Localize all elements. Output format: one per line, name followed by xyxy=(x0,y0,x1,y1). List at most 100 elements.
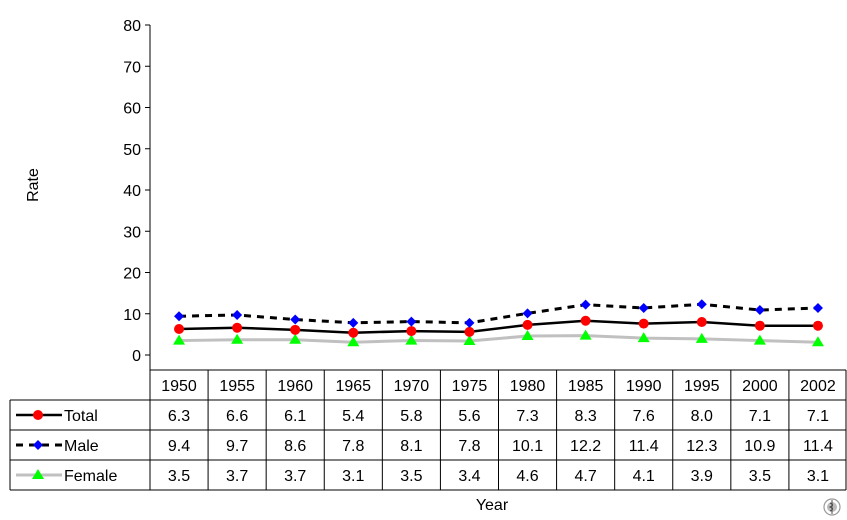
x-tick-label: 1985 xyxy=(568,378,604,395)
data-label: 8.0 xyxy=(691,408,713,425)
data-label: 3.5 xyxy=(400,468,422,485)
y-tick-label: 50 xyxy=(123,142,141,159)
legend-key-marker xyxy=(32,469,44,479)
data-point-marker xyxy=(580,315,591,326)
x-tick-label: 1975 xyxy=(452,378,488,395)
x-tick-label: 1995 xyxy=(684,378,720,395)
data-label: 8.6 xyxy=(284,438,306,455)
data-point-marker xyxy=(637,332,650,343)
series-line-male xyxy=(179,302,819,325)
y-tick-label: 20 xyxy=(123,266,141,283)
data-label: 3.1 xyxy=(807,468,829,485)
data-point-marker xyxy=(695,332,708,343)
data-label: 7.3 xyxy=(516,408,538,425)
data-label: 11.4 xyxy=(803,438,833,455)
data-point-marker xyxy=(289,333,302,344)
data-point-marker xyxy=(754,320,765,331)
data-point-marker xyxy=(522,319,533,330)
data-point-marker xyxy=(173,334,186,345)
data-label: 9.4 xyxy=(168,438,190,455)
x-tick-label: 2000 xyxy=(742,378,778,395)
data-label: 6.6 xyxy=(226,408,248,425)
series-line-female xyxy=(179,334,819,344)
data-point-marker xyxy=(638,318,649,329)
data-table: 1950 1955 1960 1965 1970 1975 1980 1985 1990 1995… xyxy=(9,355,847,491)
data-label: 4.7 xyxy=(575,468,597,485)
x-tick-label: 1990 xyxy=(626,378,662,395)
data-point-marker xyxy=(463,334,476,345)
data-label: 4.1 xyxy=(633,468,655,485)
legend-label: Total xyxy=(64,408,98,425)
data-label: 12.3 xyxy=(686,438,717,455)
x-tick-label: 1980 xyxy=(510,378,546,395)
y-tick-label: 70 xyxy=(123,59,141,76)
data-label: 5.8 xyxy=(400,408,422,425)
data-point-marker xyxy=(348,317,359,328)
data-point-marker xyxy=(579,329,592,340)
x-tick-label: 1970 xyxy=(394,378,430,395)
data-label: 3.7 xyxy=(226,468,248,485)
series-line-total xyxy=(179,319,818,334)
data-point-marker xyxy=(812,320,823,331)
data-label: 9.7 xyxy=(226,438,248,455)
data-label: 7.8 xyxy=(342,438,364,455)
data-label: 5.4 xyxy=(342,408,364,425)
data-point-marker xyxy=(580,299,591,310)
data-point-marker xyxy=(232,309,243,320)
plot-series xyxy=(173,299,824,347)
x-tick-label: 2002 xyxy=(800,378,836,395)
data-label: 7.1 xyxy=(807,408,829,425)
data-label: 5.6 xyxy=(458,408,480,425)
x-tick-label: 1965 xyxy=(335,378,371,395)
x-axis-title: Year xyxy=(476,497,509,514)
data-point-marker xyxy=(232,322,243,333)
data-point-marker xyxy=(521,330,534,341)
data-label: 10.1 xyxy=(512,438,543,455)
data-point-marker xyxy=(231,333,244,344)
legend-key-marker xyxy=(33,410,43,420)
legend-key-marker xyxy=(33,440,43,450)
data-point-marker xyxy=(406,326,417,337)
x-tick-label: 1955 xyxy=(219,378,255,395)
x-tick-label: 1960 xyxy=(277,378,313,395)
data-point-marker xyxy=(348,327,359,338)
legend-label: Female xyxy=(64,468,117,485)
data-label: 4.6 xyxy=(516,468,538,485)
data-label: 11.4 xyxy=(629,438,659,455)
data-label: 3.1 xyxy=(342,468,364,485)
data-point-marker xyxy=(696,317,707,327)
x-tick-label: 1950 xyxy=(161,378,197,395)
y-axis: 0 10 20 30 40 50 60 70 80 xyxy=(123,18,151,365)
y-tick-label: 40 xyxy=(123,183,141,200)
data-point-marker xyxy=(347,336,360,347)
data-label: 7.8 xyxy=(458,438,480,455)
data-point-marker xyxy=(406,316,417,327)
y-axis-title: Rate xyxy=(25,168,42,202)
data-point-marker xyxy=(290,314,301,325)
legend-label: Male xyxy=(64,438,99,455)
data-label: 6.1 xyxy=(284,408,306,425)
data-point-marker xyxy=(405,334,418,345)
data-point-marker xyxy=(464,317,475,328)
y-tick-label: 0 xyxy=(132,348,141,365)
data-point-marker xyxy=(174,311,185,322)
data-point-marker xyxy=(753,334,766,345)
y-tick-label: 10 xyxy=(123,307,141,324)
data-point-marker xyxy=(811,336,824,347)
y-tick-label: 30 xyxy=(123,224,141,241)
y-tick-label: 60 xyxy=(123,101,141,118)
data-label: 7.6 xyxy=(633,408,655,425)
data-point-marker xyxy=(754,305,765,316)
data-label: 10.9 xyxy=(744,438,775,455)
data-point-marker xyxy=(290,324,301,335)
data-label: 3.9 xyxy=(691,468,713,485)
y-tick-label: 80 xyxy=(123,18,141,35)
data-point-marker xyxy=(812,302,823,313)
data-label: 6.3 xyxy=(168,408,190,425)
data-point-marker xyxy=(174,324,185,335)
data-label: 3.5 xyxy=(168,468,190,485)
data-label: 8.1 xyxy=(400,438,422,455)
data-label: 12.2 xyxy=(570,438,601,455)
data-label: 3.7 xyxy=(284,468,306,485)
